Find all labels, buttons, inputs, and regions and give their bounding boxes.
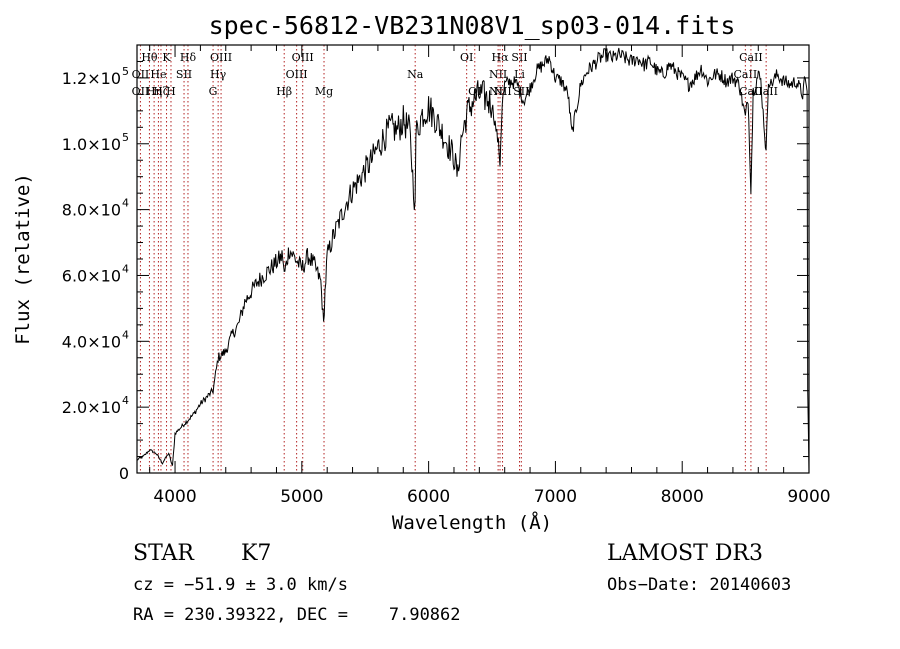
y-tick-label: 2.0×10 [62,398,121,417]
y-tick-mantissa: 6.0×10 [62,266,121,285]
y-tick-mantissa: 1.2×10 [62,69,121,88]
spectrum-line [136,47,810,474]
y-tick-exponent: 4 [122,328,129,341]
line-marker-label: OI [460,51,473,64]
x-tick-label: 5000 [280,487,323,507]
line-marker-label: Hβ [276,85,292,98]
plot-frame [136,44,810,474]
emission-line-markers: OIIOIIHθHηHeHζKHSIIHδGHγOIIIHβOIIIOIIIMg… [132,45,778,473]
y-tick-exponent: 4 [122,262,129,275]
y-tick-exponent: 4 [122,197,129,210]
line-marker-label: Hη [146,85,162,98]
line-marker-label: NII [493,85,511,98]
x-tick-label: 8000 [661,487,704,507]
y-tick-mantissa: 8.0×10 [62,201,121,220]
line-marker-label: Mg [315,85,333,98]
x-axis-ticks: 4000 5000 6000 7000 8000 9000 [149,45,831,507]
line-marker-label: OIII [286,68,308,81]
survey-label: LAMOST DR3 [607,541,763,566]
line-marker-label: Hζ [153,85,169,98]
line-marker-label: CaII [739,51,763,64]
x-tick-label: 4000 [153,487,196,507]
x-axis-label: Wavelength (Å) [392,511,552,534]
line-marker-label: SII [513,85,529,98]
y-tick-mantissa: 1.0×10 [62,135,121,154]
line-marker-label: NII [489,68,507,81]
line-marker-label: OIII [292,51,314,64]
line-marker-label: H [166,85,176,98]
line-marker-label: Hα [491,51,509,64]
x-tick-label: 7000 [534,487,577,507]
line-marker-label: CaII [739,85,763,98]
line-marker-label: He [150,68,166,81]
observation-date: Obs−Date: 20140603 [607,575,791,595]
y-tick-exponent: 5 [122,65,129,78]
line-marker-label: Hγ [210,68,227,81]
y-axis-label: Flux (relative) [12,173,34,345]
line-marker-label: OII [132,68,150,81]
y-tick-exponent: 5 [122,131,129,144]
line-marker-label: Na [407,68,424,81]
y-tick-label: 1.2×10 [62,69,121,88]
line-marker-label: K [162,51,171,64]
line-marker-label: OII [132,85,150,98]
y-tick-mantissa: 4.0×10 [62,332,121,351]
line-marker-label: Hθ [141,51,158,64]
line-marker-label: SII [176,68,192,81]
line-marker-label: Hδ [180,51,197,64]
line-marker-label: G [209,85,218,98]
y-tick-label: 1.0×10 [62,135,121,154]
y-tick-mantissa: 2.0×10 [62,398,121,417]
line-marker-label: Li [514,68,525,81]
y-tick-label: 4.0×10 [62,332,121,351]
y-tick-label: 0 [119,464,129,483]
y-tick-mantissa: 0 [119,464,129,483]
y-tick-exponent: 4 [122,394,129,407]
y-tick-label: 8.0×10 [62,201,121,220]
line-marker-label: SII [511,51,527,64]
sky-coordinates: RA = 230.39322, DEC = 7.90862 [133,605,461,625]
line-marker-label: CaII [754,85,778,98]
redshift-velocity: cz = −51.9 ± 3.0 km/s [133,575,348,595]
subclass-label: K7 [241,541,271,566]
y-tick-label: 6.0×10 [62,266,121,285]
line-marker-label: OIII [210,51,232,64]
spectrum-series [136,47,810,474]
class-label: STAR [133,541,195,566]
x-tick-label: 6000 [407,487,450,507]
x-tick-label: 9000 [787,487,830,507]
chart-title: spec-56812-VB231N08V1_sp03-014.fits [209,11,736,40]
y-axis-ticks: 02.0×10 44.0×10 46.0×10 48.0×10 41.0×10 51.2×… [62,60,809,483]
